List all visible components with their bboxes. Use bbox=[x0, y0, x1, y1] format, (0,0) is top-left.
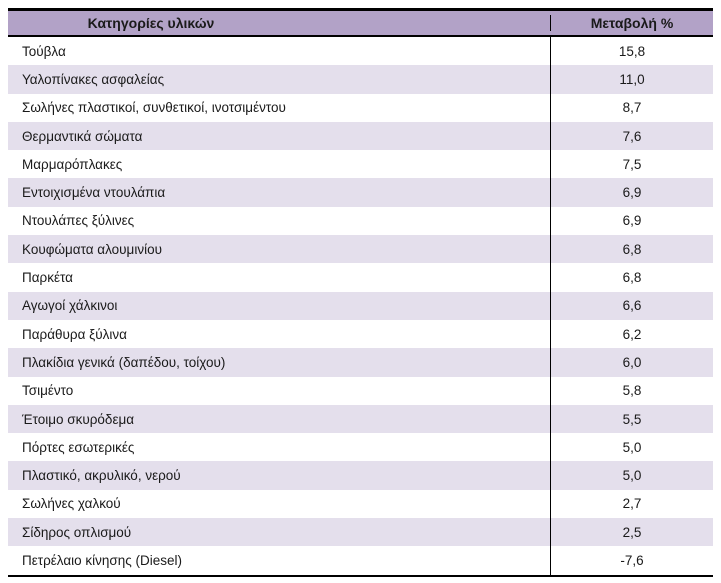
category-cell: Αγωγοί χάλκινοι bbox=[22, 298, 118, 314]
value-cell: 6,8 bbox=[550, 235, 713, 264]
category-cell: Πλακίδια γενικά (δαπέδου, τοίχου) bbox=[22, 354, 226, 370]
value-cell: 15,8 bbox=[550, 37, 713, 66]
value-cell: 7,5 bbox=[550, 150, 713, 179]
header-cell-change: Μεταβολή % bbox=[550, 15, 713, 31]
table-row: Σίδηρος οπλισμού 2,5 bbox=[8, 518, 713, 547]
table-row: Έτοιμο σκυρόδεμα 5,5 bbox=[8, 404, 713, 434]
value-cell: 6,2 bbox=[550, 319, 713, 349]
category-cell: Ντουλάπες ξύλινες bbox=[22, 213, 135, 229]
category-cell: Μαρμαρόπλακες bbox=[22, 156, 123, 172]
value-cell: 2,5 bbox=[550, 518, 713, 547]
category-cell: Παρκέτα bbox=[22, 270, 73, 286]
table-row: Σωλήνες χαλκού 2,7 bbox=[8, 489, 713, 519]
table-row: Τσιμέντο 5,8 bbox=[8, 376, 713, 405]
table-row: Παρκέτα 6,8 bbox=[8, 263, 713, 292]
header-cell-categories: Κατηγορίες υλικών bbox=[8, 15, 550, 31]
table-row: Τούβλα 15,8 bbox=[8, 37, 713, 66]
category-cell: Υαλοπίνακες ασφαλείας bbox=[22, 71, 165, 87]
materials-change-table: Κατηγορίες υλικών Μεταβολή % Τούβλα 15,8… bbox=[8, 8, 713, 577]
value-cell: -7,6 bbox=[550, 546, 713, 575]
table-row: Πλαστικό, ακρυλικό, νερού 5,0 bbox=[8, 461, 713, 490]
category-cell: Σωλήνες χαλκού bbox=[22, 496, 121, 512]
category-cell: Τσιμέντο bbox=[22, 383, 74, 399]
table-row: Θερμαντικά σώματα 7,6 bbox=[8, 121, 713, 151]
table-row: Υαλοπίνακες ασφαλείας 11,0 bbox=[8, 65, 713, 94]
value-cell: 6,9 bbox=[550, 206, 713, 236]
category-cell: Κουφώματα αλουμινίου bbox=[22, 241, 162, 257]
value-cell: 5,8 bbox=[550, 376, 713, 405]
table-row: Ντουλάπες ξύλινες 6,9 bbox=[8, 206, 713, 236]
category-cell: Εντοιχισμένα ντουλάπια bbox=[22, 185, 166, 201]
table-row: Πετρέλαιο κίνησης (Diesel) -7,6 bbox=[8, 546, 713, 575]
table-row: Εντοιχισμένα ντουλάπια 6,9 bbox=[8, 178, 713, 207]
value-cell: 2,7 bbox=[550, 489, 713, 519]
category-cell: Θερμαντικά σώματα bbox=[22, 128, 143, 144]
table-row: Πλακίδια γενικά (δαπέδου, τοίχου) 6,0 bbox=[8, 348, 713, 377]
value-cell: 5,5 bbox=[550, 404, 713, 434]
value-cell: 5,0 bbox=[550, 461, 713, 490]
header-label-categories: Κατηγορίες υλικών bbox=[87, 15, 215, 31]
value-cell: 5,0 bbox=[550, 433, 713, 462]
table-row: Μαρμαρόπλακες 7,5 bbox=[8, 150, 713, 179]
value-cell: 11,0 bbox=[550, 65, 713, 94]
value-cell: 6,8 bbox=[550, 263, 713, 292]
value-cell: 6,6 bbox=[550, 291, 713, 320]
category-cell: Σίδηρος οπλισμού bbox=[22, 524, 132, 540]
category-cell: Πετρέλαιο κίνησης (Diesel) bbox=[22, 552, 183, 568]
category-cell: Σωλήνες πλαστικοί, συνθετικοί, ινοτσιμέν… bbox=[22, 100, 286, 116]
value-cell: 8,7 bbox=[550, 93, 713, 122]
table-row: Παράθυρα ξύλινα 6,2 bbox=[8, 319, 713, 349]
table-row: Κουφώματα αλουμινίου 6,8 bbox=[8, 235, 713, 264]
value-cell: 7,6 bbox=[550, 121, 713, 151]
table-row: Σωλήνες πλαστικοί, συνθετικοί, ινοτσιμέν… bbox=[8, 93, 713, 122]
category-cell: Πλαστικό, ακρυλικό, νερού bbox=[22, 468, 181, 484]
category-cell: Έτοιμο σκυρόδεμα bbox=[22, 411, 135, 427]
category-cell: Πόρτες εσωτερικές bbox=[22, 439, 135, 455]
category-cell: Τούβλα bbox=[22, 43, 66, 59]
value-cell: 6,9 bbox=[550, 178, 713, 207]
table-header-row: Κατηγορίες υλικών Μεταβολή % bbox=[8, 11, 713, 37]
table-body: Τούβλα 15,8 Υαλοπίνακες ασφαλείας 11,0 Σ… bbox=[8, 37, 713, 575]
table-row: Πόρτες εσωτερικές 5,0 bbox=[8, 433, 713, 462]
value-cell: 6,0 bbox=[550, 348, 713, 377]
table-row: Αγωγοί χάλκινοι 6,6 bbox=[8, 291, 713, 320]
category-cell: Παράθυρα ξύλινα bbox=[22, 326, 127, 342]
